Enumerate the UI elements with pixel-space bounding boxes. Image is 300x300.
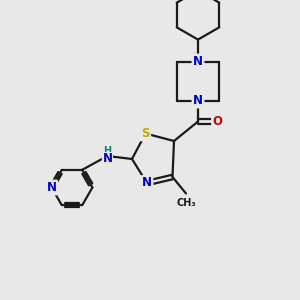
Text: N: N (193, 55, 203, 68)
Text: H: H (103, 146, 112, 156)
Text: CH₃: CH₃ (176, 198, 196, 208)
Text: O: O (212, 115, 223, 128)
Text: N: N (142, 176, 152, 190)
Text: S: S (141, 127, 150, 140)
Text: N: N (102, 152, 112, 166)
Text: N: N (193, 94, 203, 107)
Text: N: N (46, 181, 57, 194)
